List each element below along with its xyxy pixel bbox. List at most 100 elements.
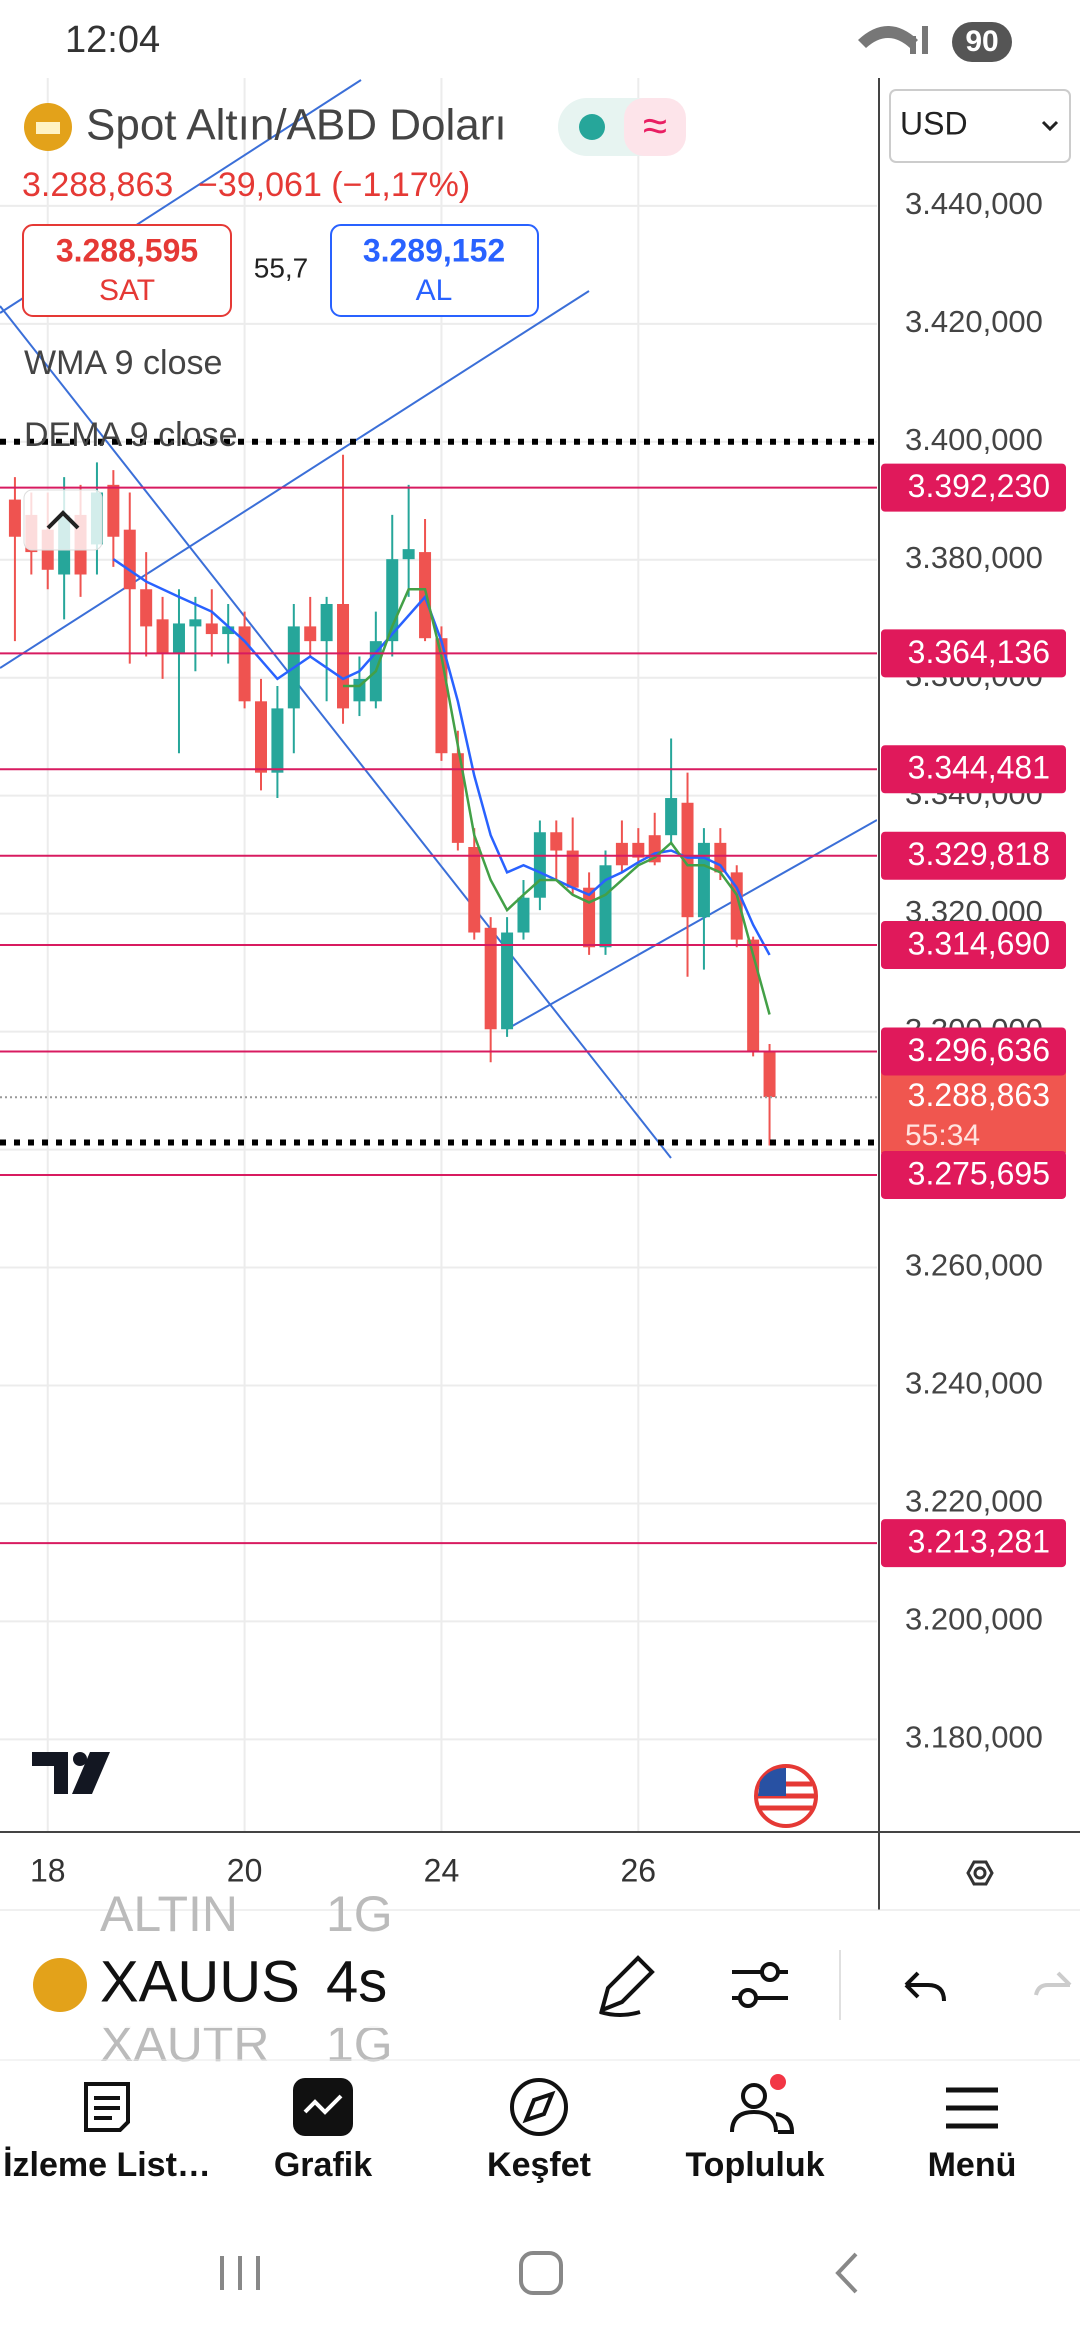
level-label: 3.213,281 [908, 1524, 1050, 1560]
wifi-icon [858, 26, 918, 48]
x-tick-label: 26 [621, 1852, 657, 1888]
candle-body [468, 846, 481, 933]
candle-body [304, 626, 317, 642]
settings-icon[interactable] [966, 1860, 994, 1886]
interval[interactable]: 4s [326, 1949, 387, 2014]
candle-body [123, 529, 136, 590]
level-label: 3.344,481 [908, 750, 1050, 786]
candle-body [665, 798, 678, 836]
y-tick-label: 3.380,000 [905, 540, 1043, 575]
level-label: 3.364,136 [908, 634, 1050, 670]
notification-dot [770, 2074, 786, 2090]
signal-icon [922, 26, 928, 54]
price-labels: 3.288,863 55:34 3.392,230 3.364,136 3.344,48… [881, 463, 1066, 1568]
indicator-legend[interactable]: DEMA 9 close [24, 416, 238, 454]
battery [952, 22, 1012, 62]
home-button[interactable] [519, 2251, 563, 2295]
candle-body [550, 832, 563, 851]
candle-body [402, 549, 415, 560]
candle-body [763, 1051, 776, 1098]
status-pill [624, 98, 686, 156]
nav-label[interactable]: Grafik [274, 2146, 372, 2184]
buy-price[interactable]: 3.289,152 [363, 232, 505, 268]
candle-body [583, 887, 596, 948]
level-label: 3.329,818 [908, 836, 1050, 872]
community-icon[interactable] [730, 2109, 795, 2134]
candle-body [681, 802, 694, 918]
candle-body [599, 865, 612, 948]
delay-icon: ≈ [643, 102, 667, 151]
level-box [881, 1027, 1066, 1076]
explore-icon [522, 2090, 556, 2124]
candle-body [172, 623, 185, 654]
indicators-tool[interactable] [732, 1962, 788, 2008]
currency-select[interactable] [889, 89, 1071, 163]
gold-icon-bars [36, 122, 60, 134]
nav-label[interactable]: Menü [928, 2146, 1017, 2184]
candle-body [533, 832, 546, 898]
buy-button[interactable] [330, 224, 539, 317]
tradingview-logo [73, 1752, 87, 1766]
nav-label[interactable]: İzleme List… [3, 2146, 211, 2184]
chart-icon[interactable] [293, 2078, 353, 2136]
level-box [881, 831, 1066, 880]
collapse-button[interactable] [23, 489, 103, 551]
candle-body [484, 927, 497, 1030]
y-tick-label: 3.240,000 [905, 1366, 1043, 1401]
candle-body [697, 842, 710, 918]
level-box [881, 629, 1066, 678]
nav-labels: İzleme List… Grafik Keşfet Topluluk Menü [3, 2146, 1016, 2184]
draw-tool[interactable] [599, 1955, 655, 2017]
picker-mask [0, 1940, 1080, 2028]
currency[interactable]: USD [900, 105, 968, 141]
level-box [881, 1519, 1066, 1568]
candle-body [255, 701, 268, 773]
y-tick-label: 3.420,000 [905, 304, 1043, 339]
levels [0, 438, 877, 1545]
sell-label[interactable]: SAT [99, 274, 155, 307]
symbol-title[interactable]: Spot Altın/ABD Doları [86, 101, 507, 150]
y-tick-label: 3.260,000 [905, 1248, 1043, 1283]
grid [0, 78, 877, 1832]
menu-icon[interactable] [946, 2087, 998, 2129]
nav-label[interactable]: Keşfet [487, 2146, 591, 2184]
candle-body [205, 623, 218, 635]
indicator-legend[interactable]: WMA 9 close [24, 344, 222, 382]
recents-button[interactable] [220, 2256, 260, 2290]
back-button[interactable] [835, 2252, 858, 2294]
candle-body [337, 603, 350, 709]
y-tick-label: 3.180,000 [905, 1720, 1043, 1755]
undo[interactable] [904, 1971, 946, 2002]
y-tick-label: 3.440,000 [905, 186, 1043, 221]
level-label: 3.314,690 [908, 925, 1050, 961]
buy-label[interactable]: AL [416, 274, 453, 307]
last-price-label: 3.288,863 [908, 1077, 1050, 1113]
candles [8, 454, 776, 1146]
x-tick-label: 20 [227, 1852, 263, 1888]
nav-label[interactable]: Topluluk [685, 2146, 824, 2184]
spread: 55,7 [254, 252, 309, 283]
us-flag-canton [758, 1767, 786, 1796]
watchlist-icon[interactable] [84, 2082, 130, 2132]
candle-body [632, 842, 645, 858]
signal-icon [910, 36, 916, 54]
sell-button[interactable] [22, 224, 232, 317]
explore-icon[interactable] [510, 2078, 568, 2136]
candle-body [140, 589, 153, 627]
level-box [881, 920, 1066, 969]
price-change: −39,061 (−1,17%) [198, 166, 470, 204]
x-tick-label: 18 [30, 1852, 66, 1888]
candle-body [189, 619, 202, 627]
trend-line [0, 305, 672, 1159]
y-tick-label: 3.220,000 [905, 1484, 1043, 1519]
y-tick-label: 3.400,000 [905, 422, 1043, 457]
candle-body [451, 753, 464, 843]
candle-body [615, 842, 628, 866]
market-open-dot [579, 114, 605, 140]
sell-price[interactable]: 3.288,595 [56, 232, 198, 268]
redo[interactable] [1034, 1971, 1072, 1996]
symbol[interactable]: XAUUS [100, 1949, 300, 2014]
candle-body [222, 626, 235, 635]
